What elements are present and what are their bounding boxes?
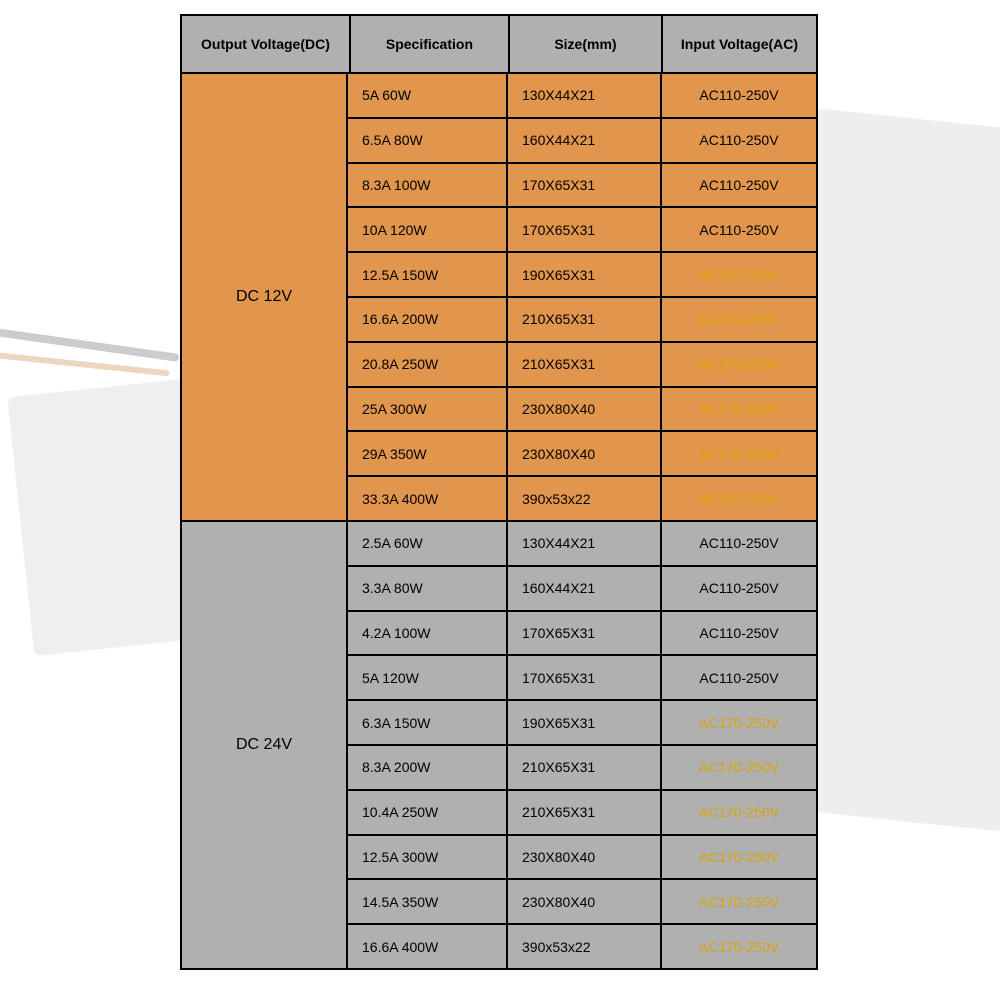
table-row: 16.6A 200W210X65X31AC170-250V [348, 298, 816, 343]
size-cell: 130X44X21 [508, 522, 662, 567]
size-cell: 160X44X21 [508, 567, 662, 612]
size-cell: 390x53x22 [508, 925, 662, 970]
table-row: 5A 120W170X65X31AC110-250V [348, 656, 816, 701]
input-voltage-cell: AC170-250V [662, 388, 816, 433]
table-row: 12.5A 300W230X80X40AC170-250V [348, 836, 816, 881]
spec-cell: 16.6A 400W [348, 925, 508, 970]
spec-cell: 10A 120W [348, 208, 508, 253]
size-cell: 210X65X31 [508, 791, 662, 836]
col-header-output-voltage: Output Voltage(DC) [182, 16, 351, 74]
table-row: 20.8A 250W210X65X31AC170-250V [348, 343, 816, 388]
spec-cell: 10.4A 250W [348, 791, 508, 836]
input-voltage-cell: AC170-250V [662, 836, 816, 881]
table-row: 8.3A 100W170X65X31AC110-250V [348, 164, 816, 209]
input-voltage-cell: AC110-250V [662, 164, 816, 209]
table-row: 5A 60W130X44X21AC110-250V [348, 74, 816, 119]
spec-cell: 33.3A 400W [348, 477, 508, 522]
input-voltage-cell: AC110-250V [662, 567, 816, 612]
group-rows: 2.5A 60W130X44X21AC110-250V3.3A 80W160X4… [348, 522, 816, 970]
table-body: DC 12V5A 60W130X44X21AC110-250V6.5A 80W1… [182, 74, 816, 970]
table-row: 12.5A 150W190X65X31AC170-250V [348, 253, 816, 298]
table-header-row: Output Voltage(DC) Specification Size(mm… [182, 16, 816, 74]
size-cell: 210X65X31 [508, 746, 662, 791]
size-cell: 210X65X31 [508, 343, 662, 388]
size-cell: 170X65X31 [508, 612, 662, 657]
table-row: 6.5A 80W160X44X21AC110-250V [348, 119, 816, 164]
table-row: 6.3A 150W190X65X31AC170-250V [348, 701, 816, 746]
col-header-size: Size(mm) [510, 16, 663, 74]
input-voltage-cell: AC170-250V [662, 791, 816, 836]
spec-cell: 3.3A 80W [348, 567, 508, 612]
input-voltage-cell: AC170-250V [662, 925, 816, 970]
spec-cell: 16.6A 200W [348, 298, 508, 343]
input-voltage-cell: AC170-250V [662, 298, 816, 343]
table-row: 2.5A 60W130X44X21AC110-250V [348, 522, 816, 567]
voltage-group: DC 24V2.5A 60W130X44X21AC110-250V3.3A 80… [182, 522, 816, 970]
table-row: 10.4A 250W210X65X31AC170-250V [348, 791, 816, 836]
table-row: 10A 120W170X65X31AC110-250V [348, 208, 816, 253]
input-voltage-cell: AC170-250V [662, 253, 816, 298]
output-voltage-cell: DC 12V [182, 74, 348, 522]
size-cell: 230X80X40 [508, 388, 662, 433]
col-header-input-voltage: Input Voltage(AC) [663, 16, 816, 74]
input-voltage-cell: AC110-250V [662, 119, 816, 164]
size-cell: 390x53x22 [508, 477, 662, 522]
input-voltage-cell: AC110-250V [662, 522, 816, 567]
input-voltage-cell: AC170-250V [662, 477, 816, 522]
input-voltage-cell: AC110-250V [662, 208, 816, 253]
spec-cell: 2.5A 60W [348, 522, 508, 567]
spec-cell: 14.5A 350W [348, 880, 508, 925]
spec-cell: 29A 350W [348, 432, 508, 477]
col-header-specification: Specification [351, 16, 510, 74]
spec-cell: 6.5A 80W [348, 119, 508, 164]
voltage-group: DC 12V5A 60W130X44X21AC110-250V6.5A 80W1… [182, 74, 816, 522]
size-cell: 170X65X31 [508, 656, 662, 701]
size-cell: 190X65X31 [508, 253, 662, 298]
size-cell: 230X80X40 [508, 836, 662, 881]
spec-cell: 8.3A 200W [348, 746, 508, 791]
table-row: 4.2A 100W170X65X31AC110-250V [348, 612, 816, 657]
input-voltage-cell: AC170-250V [662, 343, 816, 388]
spec-cell: 5A 120W [348, 656, 508, 701]
spec-cell: 12.5A 150W [348, 253, 508, 298]
input-voltage-cell: AC170-250V [662, 746, 816, 791]
spec-table: Output Voltage(DC) Specification Size(mm… [180, 14, 818, 970]
table-row: 33.3A 400W390x53x22AC170-250V [348, 477, 816, 522]
table-row: 29A 350W230X80X40AC170-250V [348, 432, 816, 477]
size-cell: 230X80X40 [508, 880, 662, 925]
spec-cell: 12.5A 300W [348, 836, 508, 881]
spec-cell: 6.3A 150W [348, 701, 508, 746]
size-cell: 170X65X31 [508, 164, 662, 209]
spec-cell: 4.2A 100W [348, 612, 508, 657]
input-voltage-cell: AC110-250V [662, 656, 816, 701]
size-cell: 230X80X40 [508, 432, 662, 477]
table-row: 14.5A 350W230X80X40AC170-250V [348, 880, 816, 925]
table-row: 25A 300W230X80X40AC170-250V [348, 388, 816, 433]
size-cell: 210X65X31 [508, 298, 662, 343]
table-row: 16.6A 400W390x53x22AC170-250V [348, 925, 816, 970]
input-voltage-cell: AC170-250V [662, 701, 816, 746]
size-cell: 170X65X31 [508, 208, 662, 253]
input-voltage-cell: AC110-250V [662, 612, 816, 657]
input-voltage-cell: AC170-250V [662, 880, 816, 925]
input-voltage-cell: AC110-250V [662, 74, 816, 119]
spec-cell: 25A 300W [348, 388, 508, 433]
group-rows: 5A 60W130X44X21AC110-250V6.5A 80W160X44X… [348, 74, 816, 522]
table-row: 8.3A 200W210X65X31AC170-250V [348, 746, 816, 791]
table-row: 3.3A 80W160X44X21AC110-250V [348, 567, 816, 612]
size-cell: 130X44X21 [508, 74, 662, 119]
input-voltage-cell: AC170-250V [662, 432, 816, 477]
size-cell: 190X65X31 [508, 701, 662, 746]
spec-cell: 20.8A 250W [348, 343, 508, 388]
spec-cell: 5A 60W [348, 74, 508, 119]
size-cell: 160X44X21 [508, 119, 662, 164]
spec-cell: 8.3A 100W [348, 164, 508, 209]
output-voltage-cell: DC 24V [182, 522, 348, 970]
